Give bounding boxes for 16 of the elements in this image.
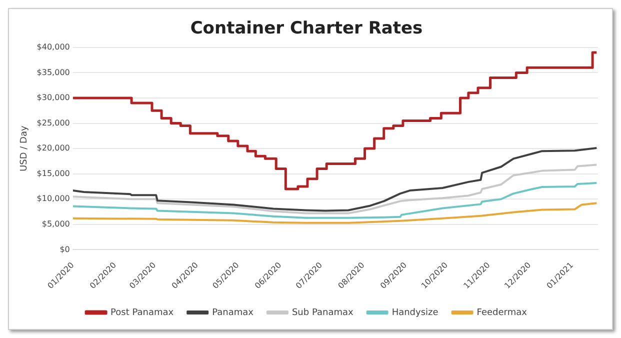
legend-label: Post Panamax [110,308,174,318]
y-tick-label: $40,000 [36,42,70,52]
legend-label: Feedermax [476,308,528,318]
legend-label: Sub Panamax [292,308,354,318]
y-tick-label: $25,000 [36,118,70,128]
y-axis-title: USD / Day [20,125,30,172]
y-tick-label: $15,000 [36,168,70,178]
y-tick-label: $5,000 [42,220,70,228]
legend-label: Panamax [212,308,254,318]
y-tick-label: $10,000 [36,194,70,204]
y-tick-label: $30,000 [36,93,70,102]
y-tick-label: $35,000 [36,68,70,77]
y-tick-label: $20,000 [36,144,70,153]
legend-label: Handysize [392,308,439,318]
chart-title: Container Charter Rates [190,18,423,39]
y-tick-label: $0 [60,244,70,254]
